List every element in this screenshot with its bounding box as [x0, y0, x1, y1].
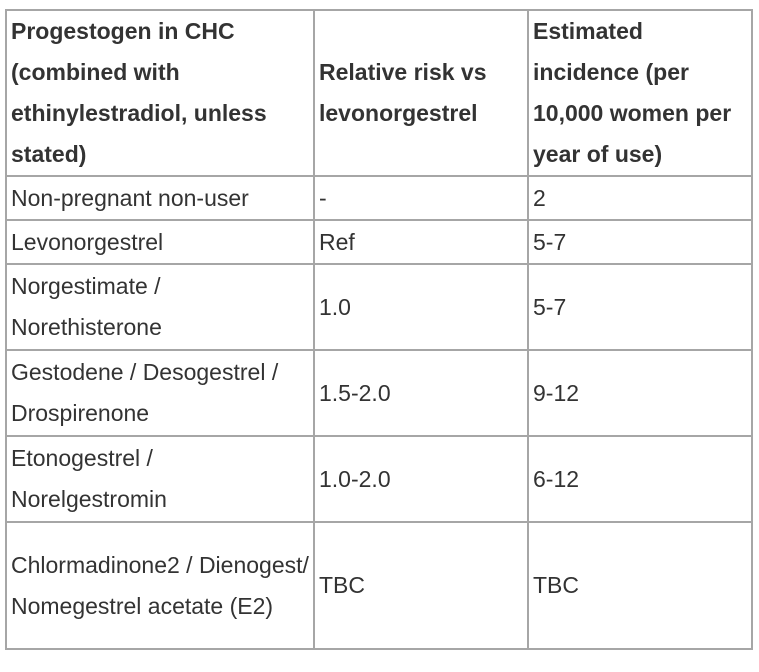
table-cell: Gestodene / Desogestrel / Drospirenone	[5, 349, 315, 437]
table-cell: 5-7	[527, 263, 753, 351]
table-cell: 1.0-2.0	[313, 435, 529, 523]
table-cell: TBC	[527, 521, 753, 650]
table-cell: TBC	[313, 521, 529, 650]
table-cell: -	[313, 175, 529, 221]
table-row: Chlormadinone2 / Dienogest/ Nomegestrel …	[5, 521, 753, 650]
table-cell: Chlormadinone2 / Dienogest/ Nomegestrel …	[5, 521, 315, 650]
table-cell: 6-12	[527, 435, 753, 523]
table: Progestogen in CHC (combined with ethiny…	[5, 9, 753, 650]
table-cell: 2	[527, 175, 753, 221]
table-cell: Non-pregnant non-user	[5, 175, 315, 221]
table-cell: 5-7	[527, 219, 753, 265]
table-cell: 1.0	[313, 263, 529, 351]
header-cell: Relative risk vs levonorgestrel	[313, 9, 529, 177]
table-row: Levonorgestrel Ref 5-7	[5, 219, 753, 265]
table-cell: 9-12	[527, 349, 753, 437]
table-row: Etonogestrel / Norelgestromin 1.0-2.0 6-12	[5, 435, 753, 523]
table-cell: 1.5-2.0	[313, 349, 529, 437]
table-cell: Norgestimate / Norethisterone	[5, 263, 315, 351]
header-cell: Progestogen in CHC (combined with ethiny…	[5, 9, 315, 177]
table-cell: Etonogestrel / Norelgestromin	[5, 435, 315, 523]
header-cell: Estimated incidence (per 10,000 women pe…	[527, 9, 753, 177]
table-row: Non-pregnant non-user -2	[5, 175, 753, 221]
table-cell: Ref	[313, 219, 529, 265]
header-row: Progestogen in CHC (combined with ethiny…	[5, 9, 753, 177]
table-cell: Levonorgestrel	[5, 219, 315, 265]
table-row: Gestodene / Desogestrel / Drospirenone 1.…	[5, 349, 753, 437]
table-row: Norgestimate / Norethisterone 1.0 5-7	[5, 263, 753, 351]
